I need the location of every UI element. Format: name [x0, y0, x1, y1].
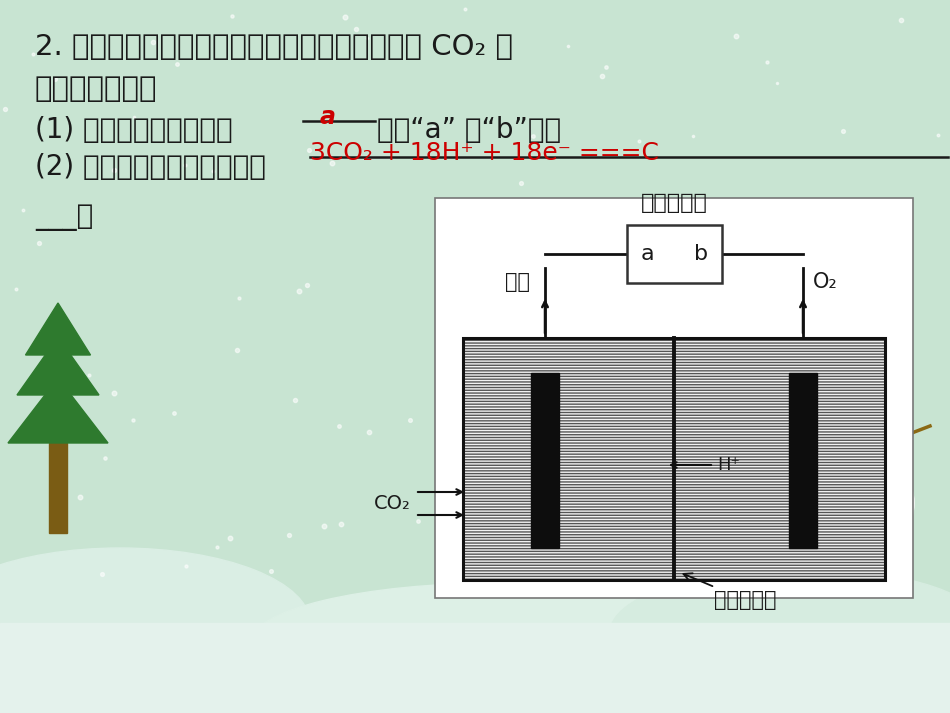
Text: (1) 太阳能电池的负极是: (1) 太阳能电池的负极是 [35, 116, 233, 144]
Ellipse shape [0, 548, 310, 698]
Text: （填“a” 或“b”）。: （填“a” 或“b”）。 [377, 116, 561, 144]
Bar [435, 198, 913, 598]
Polygon shape [17, 337, 99, 395]
Bar [845, 385, 911, 394]
Text: O₂: O₂ [812, 272, 838, 292]
Polygon shape [26, 303, 90, 355]
Text: CO₂: CO₂ [374, 494, 411, 513]
Text: ___。: ___。 [35, 203, 93, 231]
Bar [49, 443, 67, 533]
Bar [463, 338, 885, 580]
Text: 太阳能电池: 太阳能电池 [640, 193, 708, 213]
Text: H⁺: H⁺ [717, 456, 740, 474]
Ellipse shape [610, 568, 950, 698]
Ellipse shape [852, 391, 904, 449]
Bar [855, 343, 901, 385]
Text: a: a [320, 105, 336, 129]
Bar [627, 225, 722, 283]
Ellipse shape [250, 583, 750, 703]
Bar [531, 373, 559, 548]
Text: 丙烯: 丙烯 [504, 272, 529, 292]
Ellipse shape [842, 461, 914, 545]
Bar [851, 435, 905, 448]
Text: a: a [640, 244, 654, 264]
Text: (2) 生成丙烯的电极反应式是: (2) 生成丙烯的电极反应式是 [35, 153, 266, 181]
Text: 理如下图所示：: 理如下图所示： [35, 75, 158, 103]
Text: 2. 在酸性电解质溶液中，以惰性材料作电极，将 CO₂ 转: 2. 在酸性电解质溶液中，以惰性材料作电极，将 CO₂ 转 [35, 33, 513, 61]
Bar [0, 623, 950, 713]
Text: 3CO₂ + 18H⁺ + 18e⁻ ===C: 3CO₂ + 18H⁺ + 18e⁻ ===C [310, 141, 659, 165]
Bar [789, 373, 817, 548]
Text: 质子交换膜: 质子交换膜 [683, 573, 776, 610]
Bar [463, 338, 885, 580]
Polygon shape [8, 378, 108, 443]
Text: b: b [694, 244, 708, 264]
